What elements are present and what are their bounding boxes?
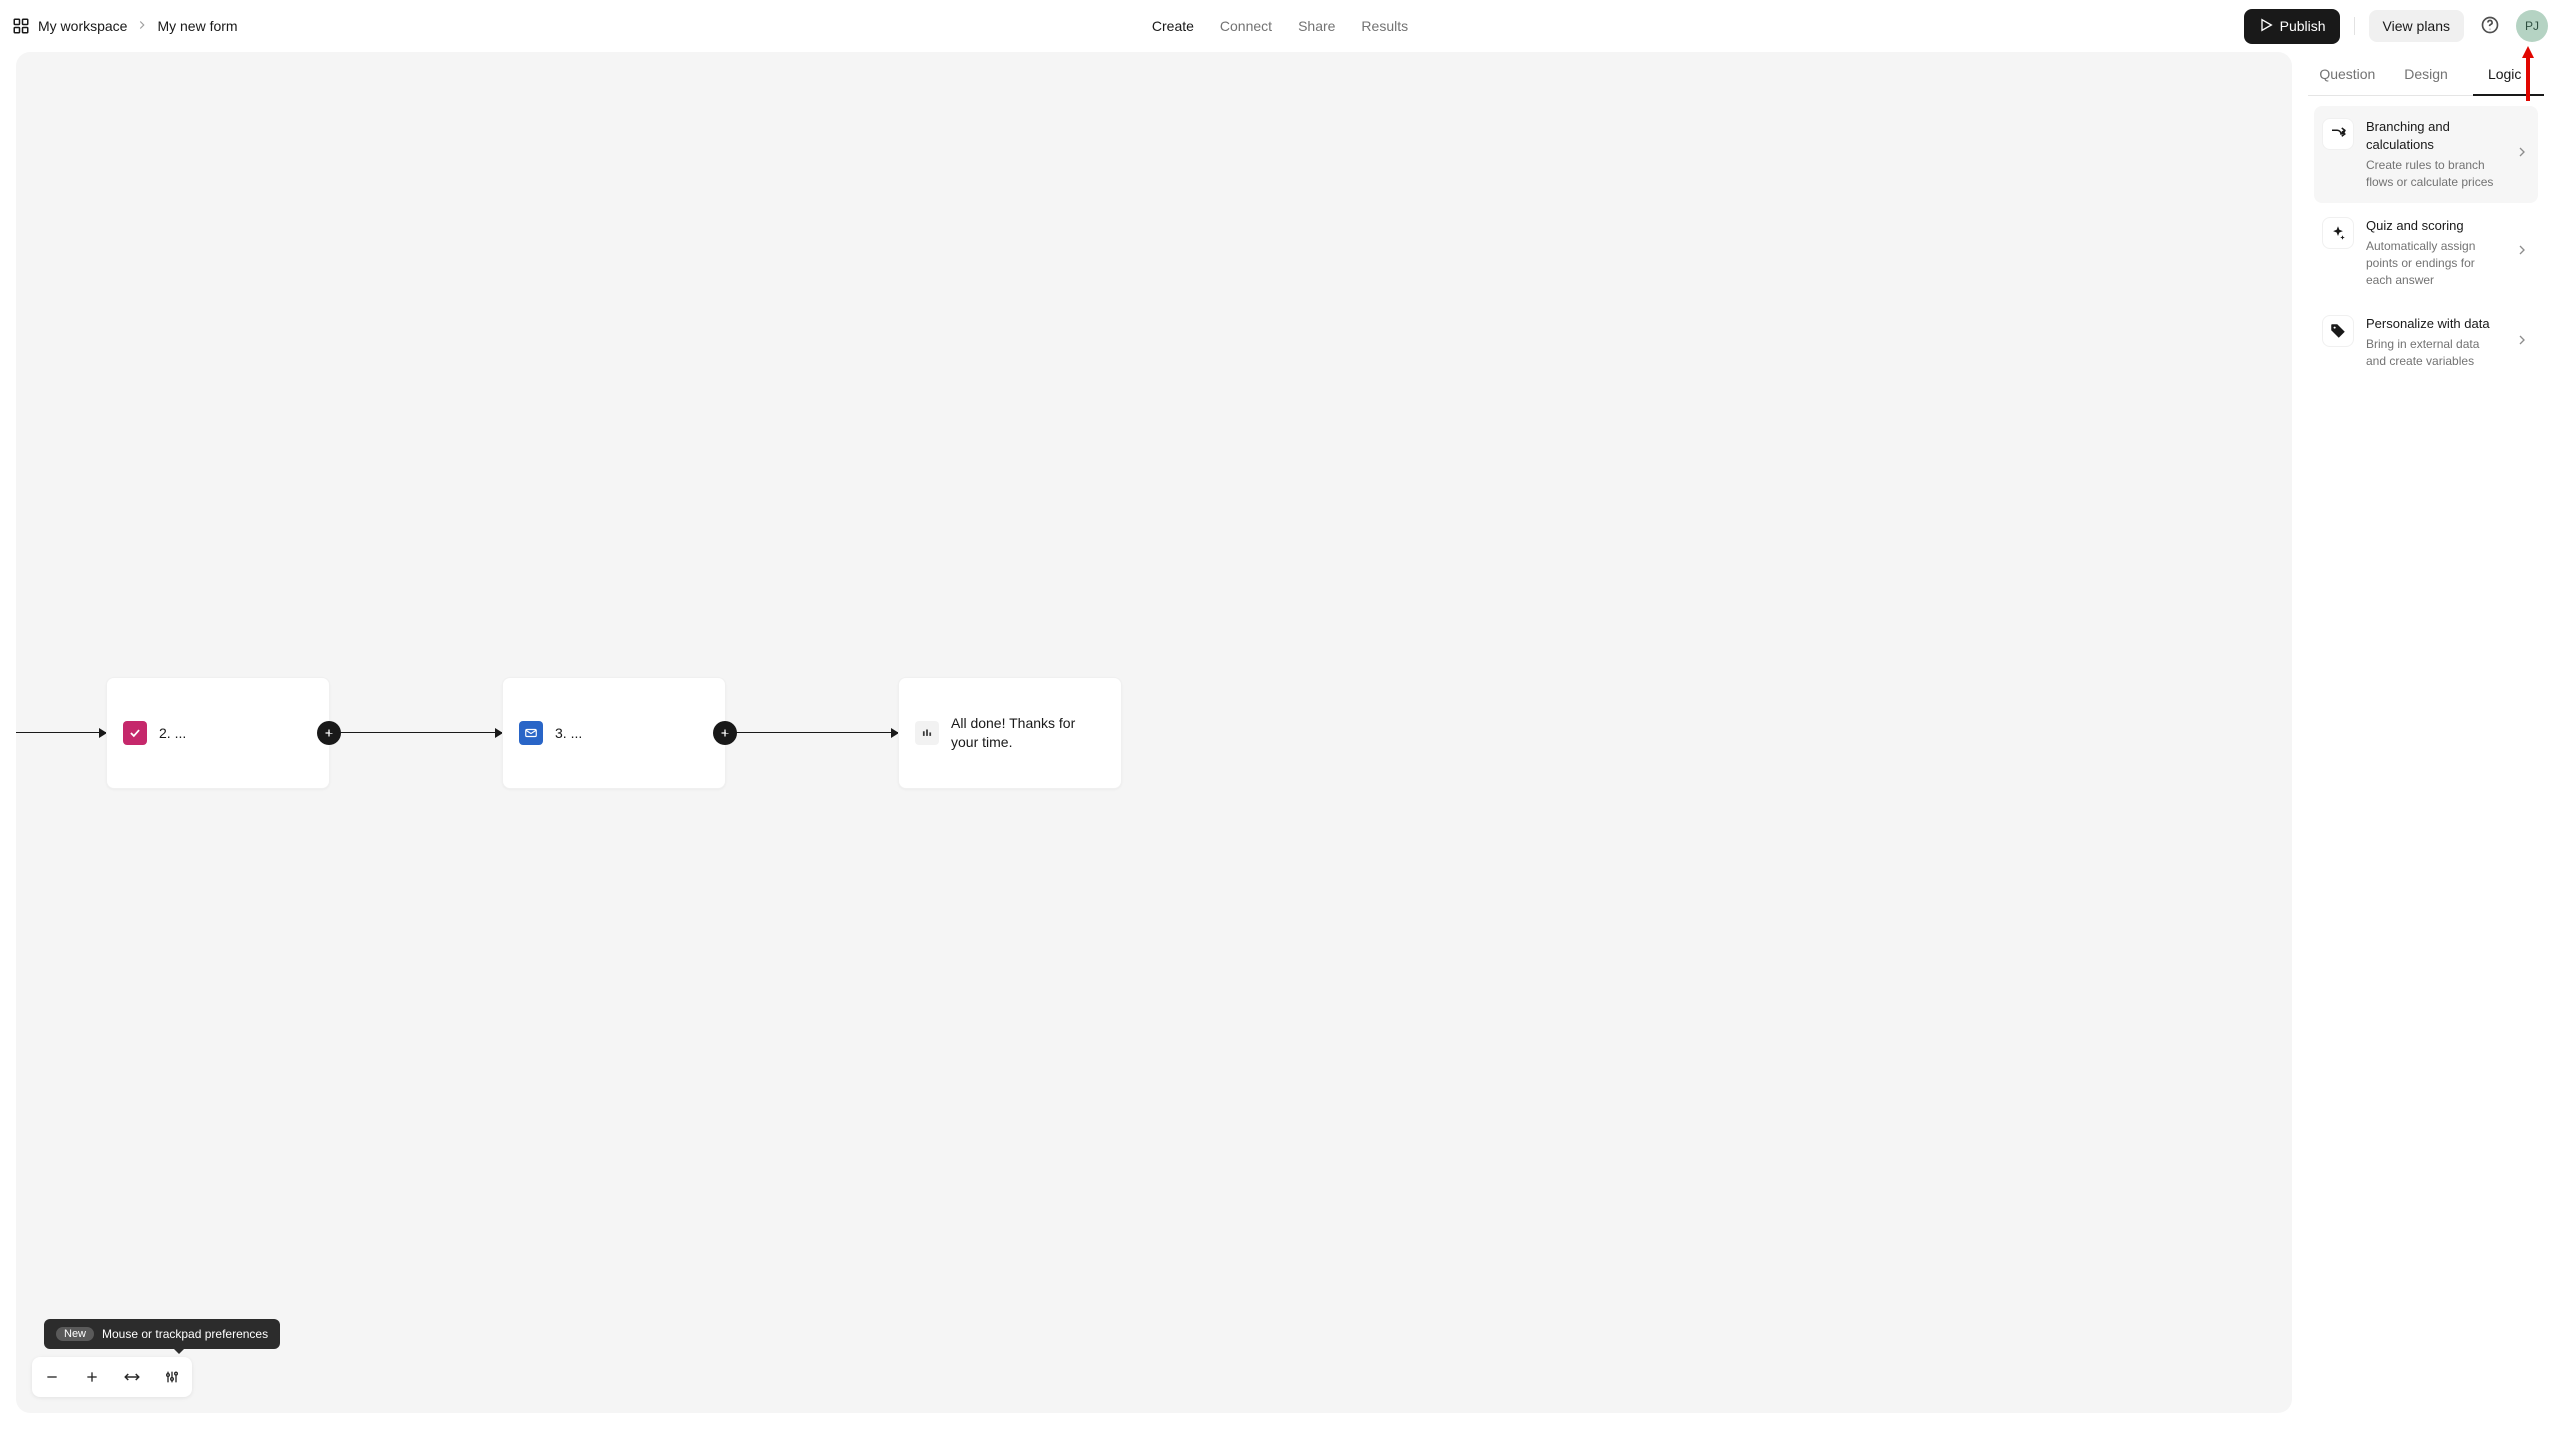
- zoom-settings-button[interactable]: [152, 1357, 192, 1397]
- help-button[interactable]: [2474, 10, 2506, 42]
- sidebar-tab-design[interactable]: Design: [2387, 52, 2466, 95]
- preferences-tooltip: New Mouse or trackpad preferences: [44, 1319, 280, 1349]
- zoom-fit-button[interactable]: [112, 1357, 152, 1397]
- sidebar-item-personalize[interactable]: Personalize with data Bring in external …: [2314, 303, 2538, 382]
- sidebar-list: Branching and calculations Create rules …: [2308, 96, 2544, 392]
- publish-label: Publish: [2280, 18, 2326, 34]
- publish-button[interactable]: Publish: [2244, 9, 2340, 44]
- node-label: 2. ...: [159, 725, 186, 741]
- avatar[interactable]: PJ: [2516, 10, 2548, 42]
- zoom-in-button[interactable]: [72, 1357, 112, 1397]
- nav-tabs: Create Connect Share Results: [1152, 18, 1408, 34]
- main-area: 2. ... 3. ...: [0, 52, 2560, 1429]
- flow-arrow: [16, 732, 106, 733]
- help-icon: [2480, 15, 2500, 38]
- flow-canvas[interactable]: 2. ... 3. ...: [16, 52, 2292, 1413]
- flow-node[interactable]: 2. ...: [106, 677, 330, 789]
- sidebar-item-quiz[interactable]: Quiz and scoring Automatically assign po…: [2314, 205, 2538, 301]
- sidebar-item-title: Branching and calculations: [2366, 118, 2502, 153]
- flow-row: 2. ... 3. ...: [16, 677, 2292, 789]
- sidebar-item-title: Quiz and scoring: [2366, 217, 2502, 235]
- flow-arrow: [330, 732, 502, 733]
- nav-tab-share[interactable]: Share: [1298, 18, 1335, 34]
- flow-node-end[interactable]: All done! Thanks for your time.: [898, 677, 1122, 789]
- zoom-toolbar: [32, 1357, 192, 1397]
- sidebar-item-title: Personalize with data: [2366, 315, 2502, 333]
- sidebar-tab-question[interactable]: Question: [2308, 52, 2387, 95]
- right-sidebar: Question Design Logic Branching and calc…: [2308, 52, 2544, 1413]
- sidebar-tabs: Question Design Logic: [2308, 52, 2544, 96]
- nav-tab-create[interactable]: Create: [1152, 18, 1194, 34]
- divider: [2354, 17, 2355, 35]
- flow-arrow: [726, 732, 898, 733]
- flow-node[interactable]: 3. ...: [502, 677, 726, 789]
- node-label: 3. ...: [555, 725, 582, 741]
- chevron-right-icon: [135, 18, 149, 35]
- breadcrumb-form[interactable]: My new form: [157, 18, 237, 34]
- topbar-actions: Publish View plans PJ: [2244, 9, 2548, 44]
- nav-tab-results[interactable]: Results: [1361, 18, 1408, 34]
- chevron-right-icon: [2514, 332, 2530, 353]
- canvas-wrapper: 2. ... 3. ...: [16, 52, 2292, 1413]
- zoom-out-button[interactable]: [32, 1357, 72, 1397]
- view-plans-button[interactable]: View plans: [2369, 10, 2464, 42]
- chevron-right-icon: [2514, 242, 2530, 263]
- new-badge: New: [56, 1327, 94, 1341]
- check-icon: [123, 721, 147, 745]
- breadcrumb-workspace[interactable]: My workspace: [38, 18, 127, 34]
- sidebar-tab-logic[interactable]: Logic: [2465, 52, 2544, 95]
- bars-icon: [915, 721, 939, 745]
- branch-icon: [2322, 118, 2354, 150]
- nav-tab-connect[interactable]: Connect: [1220, 18, 1272, 34]
- sidebar-item-desc: Create rules to branch flows or calculat…: [2366, 157, 2502, 191]
- sparkle-icon: [2322, 217, 2354, 249]
- avatar-initials: PJ: [2525, 19, 2539, 33]
- node-label: All done! Thanks for your time.: [951, 714, 1105, 752]
- chevron-right-icon: [2514, 144, 2530, 165]
- envelope-icon: [519, 721, 543, 745]
- tooltip-text: Mouse or trackpad preferences: [102, 1327, 268, 1341]
- sidebar-item-desc: Bring in external data and create variab…: [2366, 336, 2502, 370]
- breadcrumb: My workspace My new form: [12, 17, 238, 35]
- play-icon: [2258, 17, 2274, 36]
- sidebar-item-desc: Automatically assign points or endings f…: [2366, 238, 2502, 288]
- tag-icon: [2322, 315, 2354, 347]
- top-bar: My workspace My new form Create Connect …: [0, 0, 2560, 52]
- workspace-grid-icon[interactable]: [12, 17, 30, 35]
- sidebar-item-branching[interactable]: Branching and calculations Create rules …: [2314, 106, 2538, 203]
- view-plans-label: View plans: [2383, 18, 2450, 34]
